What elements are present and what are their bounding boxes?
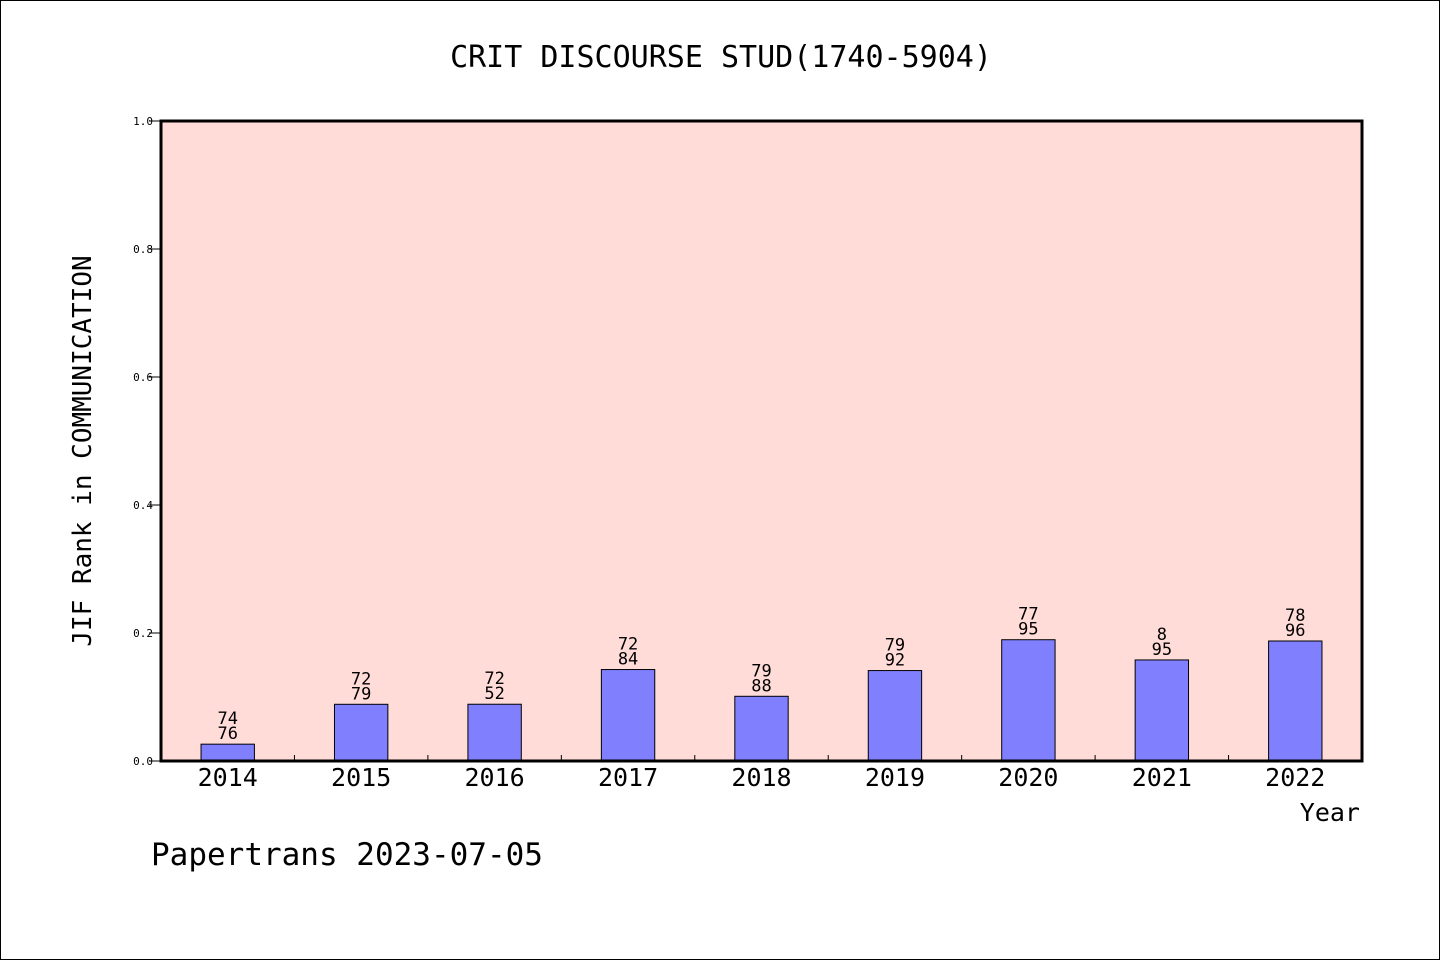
y-tick-label-0.6: 0.6: [133, 371, 153, 384]
bar-label-bottom-2018: 88: [751, 676, 771, 696]
bar-2014: [200, 743, 255, 762]
bar-label-top-2022: 78: [1285, 606, 1305, 626]
x-tick-label-2021: 2021: [1132, 763, 1192, 792]
bar-label-top-2017: 72: [618, 635, 638, 655]
plot-border: [159, 119, 1364, 763]
bar-label-bottom-2016: 52: [484, 684, 504, 704]
x-tick-label-2016: 2016: [465, 763, 525, 792]
bar-label-bottom-2015: 79: [351, 684, 371, 704]
x-axis-ticks: 2014 2015 2016 2017 2018 2019 2020 2021 2022: [198, 755, 1325, 792]
bar-label-top-2020: 77: [1018, 605, 1038, 625]
bar-label-top-2016: 72: [484, 669, 504, 689]
bars-group: [200, 639, 1323, 762]
bar-label-top-2019: 79: [885, 636, 905, 656]
x-tick-label-2022: 2022: [1265, 763, 1325, 792]
x-axis-label: Year: [1300, 798, 1360, 827]
x-tick-label-2020: 2020: [998, 763, 1058, 792]
y-tick-label-1.0: 1.0: [133, 115, 153, 128]
bar-label-bottom-2019: 92: [885, 651, 905, 671]
y-tick-label-0.0: 0.0: [133, 755, 153, 768]
bar-2017: [600, 669, 656, 762]
y-tick-label-0.2: 0.2: [133, 627, 153, 640]
bar-label-bottom-2022: 96: [1285, 621, 1305, 641]
bar-label-top-2021: 8: [1157, 625, 1167, 645]
x-tick-label-2015: 2015: [331, 763, 391, 792]
footer-credit: Papertrans 2023-07-05: [151, 837, 543, 873]
bar-2022: [1268, 640, 1323, 762]
y-tick-label-0.4: 0.4: [133, 499, 153, 512]
bar-2021: [1134, 659, 1190, 762]
y-tick-label-0.8: 0.8: [133, 243, 153, 256]
x-tick-label-2014: 2014: [198, 763, 258, 792]
plot-area: [161, 121, 1362, 761]
bar-label-top-2015: 72: [351, 669, 371, 689]
bar-2018: [734, 695, 789, 762]
x-tick-label-2017: 2017: [598, 763, 658, 792]
y-axis-label: JIF Rank in COMMUNICATION: [68, 255, 98, 646]
bar-label-bottom-2017: 84: [618, 650, 638, 670]
bar-2020: [1001, 639, 1056, 762]
bar-label-top-2014: 74: [217, 709, 237, 729]
bar-2016: [467, 703, 522, 762]
y-axis-ticks: 0.0 0.2 0.4 0.6 0.8 1.0: [133, 115, 161, 768]
bar-label-bottom-2021: 95: [1152, 640, 1172, 660]
x-tick-label-2018: 2018: [731, 763, 791, 792]
x-tick-label-2019: 2019: [865, 763, 925, 792]
chart-title: CRIT DISCOURSE STUD(1740-5904): [450, 40, 992, 75]
bar-label-top-2018: 79: [751, 661, 771, 681]
bar-label-bottom-2020: 95: [1018, 620, 1038, 640]
bar-label-bottom-2014: 76: [217, 724, 237, 744]
bar-2019: [867, 670, 923, 762]
bar-2015: [333, 703, 389, 762]
